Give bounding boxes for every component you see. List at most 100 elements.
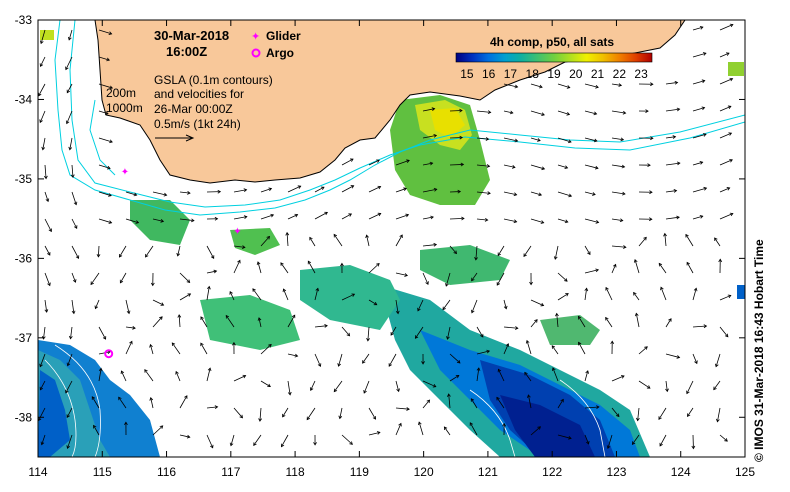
velocity-arrowhead — [578, 341, 582, 346]
velocity-arrowhead — [145, 253, 149, 258]
velocity-arrow — [557, 137, 572, 143]
velocity-arrowhead — [229, 290, 233, 295]
velocity-arrowhead — [703, 186, 708, 191]
velocity-arrowhead — [107, 165, 111, 170]
velocity-arrow — [310, 380, 316, 391]
velocity-arrow — [530, 426, 541, 436]
velocity-arrow — [719, 295, 731, 301]
velocity-arrow — [524, 372, 532, 382]
velocity-arrowhead — [659, 442, 663, 447]
velocity-arrow — [44, 299, 48, 313]
velocity-arrow — [225, 315, 235, 328]
velocity-arrowhead — [390, 332, 394, 336]
velocity-arrowhead — [701, 79, 706, 84]
velocity-arrowhead — [243, 188, 248, 193]
velocity-arrow — [177, 245, 181, 256]
velocity-arrowhead — [633, 259, 638, 263]
velocity-arrow — [503, 299, 507, 309]
velocity-arrow — [637, 407, 640, 421]
velocity-arrow — [503, 326, 518, 329]
velocity-arrow — [530, 299, 544, 306]
velocity-arrowhead — [461, 216, 465, 221]
velocity-arrow — [551, 345, 559, 355]
velocity-arrow — [98, 368, 102, 382]
velocity-arrowhead — [45, 198, 50, 203]
velocity-arrow — [252, 288, 262, 301]
velocity-arrow — [71, 245, 79, 259]
velocity-arrowhead — [729, 77, 734, 82]
velocity-arrowhead — [214, 405, 219, 409]
velocity-arrowhead — [232, 341, 236, 346]
velocity-arrowhead — [267, 383, 271, 388]
velocity-arrow — [200, 342, 208, 355]
velocity-arrowhead — [47, 282, 51, 287]
velocity-arrowhead — [282, 288, 287, 293]
velocity-arrowhead — [297, 185, 302, 189]
velocity-arrowhead — [716, 418, 720, 423]
velocity-arrow — [692, 133, 707, 139]
velocity-arrow — [503, 191, 517, 196]
velocity-arrow — [40, 29, 46, 44]
velocity-arrow — [179, 191, 191, 194]
velocity-arrow — [69, 137, 73, 150]
velocity-arrow — [93, 425, 100, 436]
velocity-arrow — [281, 434, 289, 447]
velocity-arrow — [44, 218, 52, 232]
argo-legend: Argo — [251, 46, 294, 60]
velocity-arrow — [119, 245, 127, 258]
velocity-arrow — [476, 367, 480, 382]
velocity-arrow — [98, 326, 106, 340]
velocity-arrowhead — [470, 398, 475, 402]
velocity-arrowhead — [333, 233, 338, 238]
velocity-arrowhead — [41, 146, 46, 151]
velocity-arrow — [338, 353, 343, 367]
velocity-arrow — [611, 218, 623, 222]
velocity-arrowhead — [252, 288, 256, 292]
velocity-arrow — [306, 407, 316, 420]
velocity-arrowhead — [39, 363, 43, 368]
velocity-arrow — [719, 52, 730, 58]
colorbar-tick-label: 21 — [591, 67, 605, 81]
velocity-arrow — [91, 396, 100, 409]
velocity-arrow — [144, 369, 154, 382]
velocity-arrow — [71, 272, 76, 283]
velocity-arrow — [95, 299, 100, 309]
velocity-arrow — [341, 213, 352, 220]
velocity-arrowhead — [351, 293, 356, 297]
velocity-arrow — [611, 375, 625, 382]
velocity-arrow — [39, 353, 46, 367]
velocity-arrow — [152, 425, 163, 436]
velocity-arrow — [150, 397, 154, 409]
x-tick-label: 122 — [542, 465, 562, 479]
velocity-arrowhead — [485, 137, 490, 141]
velocity-arrow — [368, 186, 381, 193]
imos-credit: © IMOS 31-Mar-2018 16:43 Hobart Time — [752, 239, 766, 462]
velocity-arrow — [633, 292, 640, 301]
velocity-arrowhead — [566, 85, 571, 89]
velocity-arrow — [503, 343, 509, 355]
velocity-arrowhead — [587, 251, 591, 256]
velocity-arrow — [715, 353, 721, 367]
velocity-arrowhead — [593, 111, 598, 116]
y-tick-label: -34 — [15, 92, 33, 106]
velocity-arrowhead — [480, 333, 484, 338]
velocity-arrowhead — [187, 191, 191, 195]
velocity-arrow — [98, 29, 112, 35]
velocity-arrowhead — [403, 187, 407, 192]
velocity-arrowhead — [606, 445, 611, 450]
velocity-arrow — [692, 161, 703, 166]
velocity-arrow — [635, 313, 640, 328]
velocity-arrowhead — [124, 421, 128, 426]
velocity-arrow — [368, 213, 381, 220]
argo-float-icon — [104, 349, 114, 359]
velocity-arrowhead — [701, 106, 706, 111]
velocity-arrow — [665, 108, 680, 112]
velocity-arrowhead — [210, 444, 214, 449]
velocity-arrowhead — [163, 192, 168, 197]
velocity-arrowhead — [349, 158, 354, 162]
velocity-arrowhead — [242, 374, 247, 379]
velocity-arrowhead — [595, 268, 600, 273]
velocity-arrowhead — [398, 422, 402, 427]
velocity-arrowhead — [159, 425, 164, 429]
velocity-arrowhead — [634, 312, 639, 317]
